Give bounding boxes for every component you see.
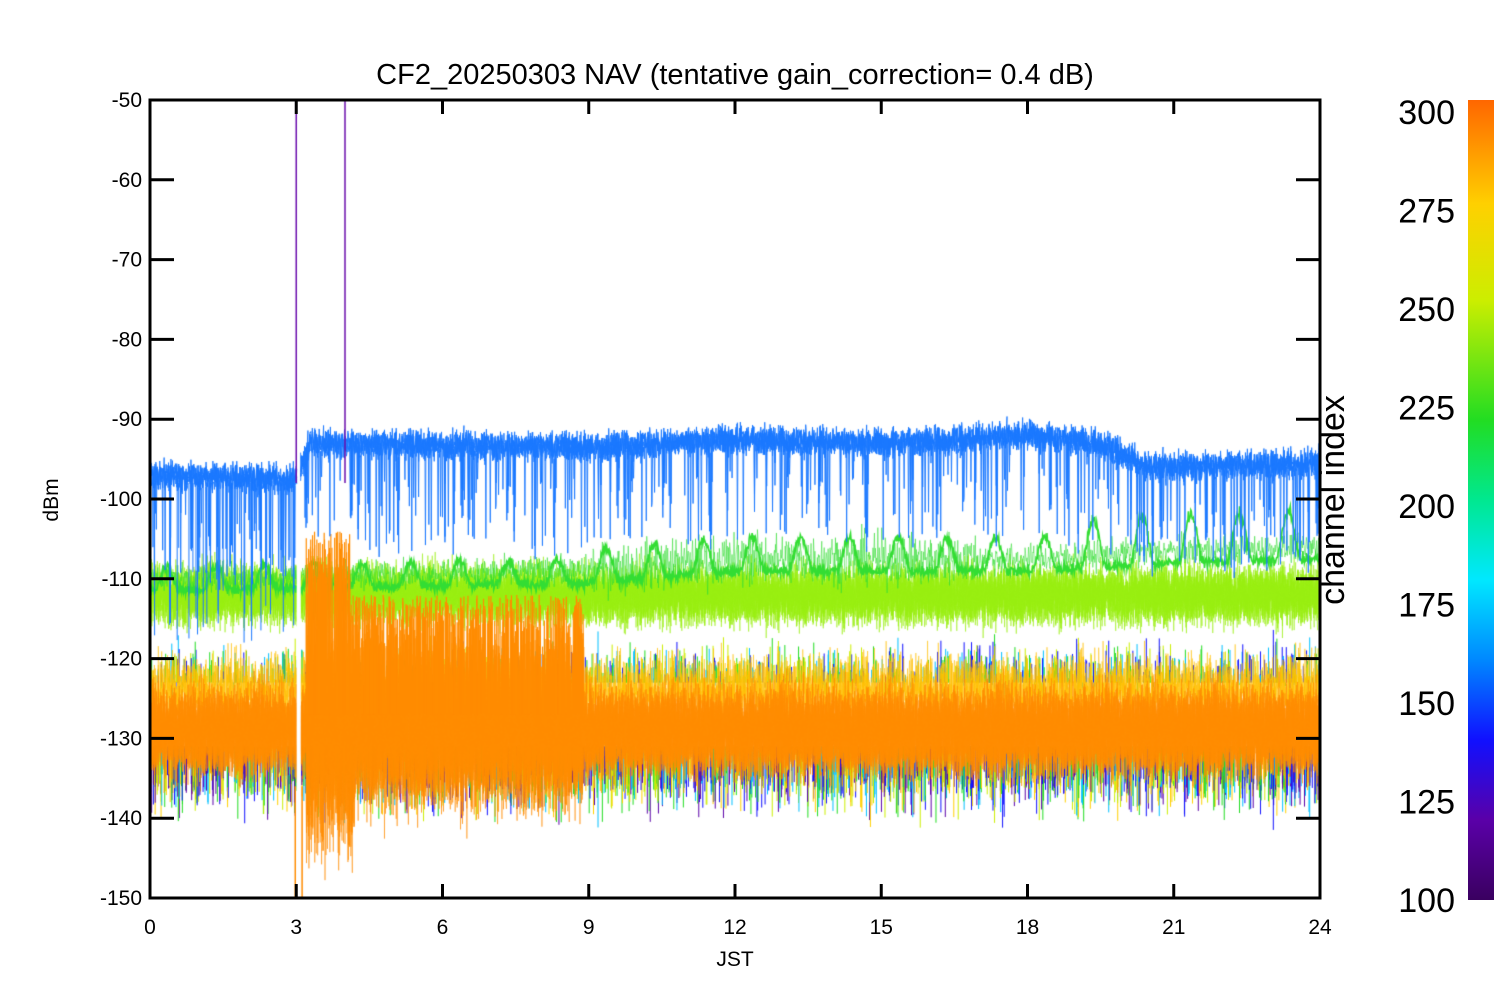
x-tick-label: 24 [1308, 916, 1332, 939]
colorbar-tick-label: 250 [1398, 291, 1455, 329]
y-tick-label: -120 [100, 648, 142, 671]
colorbar-tick-label: 150 [1398, 685, 1455, 723]
x-tick-label: 0 [144, 916, 156, 939]
y-tick-label: -130 [100, 727, 142, 750]
y-tick-label: -110 [102, 568, 142, 591]
chart-title: CF2_20250303 NAV (tentative gain_correct… [376, 59, 1094, 91]
x-axis: 0 3 6 9 12 15 18 21 24 [144, 100, 1332, 939]
x-tick-label: 21 [1162, 916, 1185, 939]
colorbar-tick-label: 200 [1398, 488, 1455, 526]
y-tick-label: -80 [112, 328, 142, 351]
x-tick-label: 15 [870, 916, 893, 939]
y-tick-label: -60 [112, 169, 142, 192]
colorbar-tick-label: 300 [1398, 94, 1455, 132]
colorbar-tick-label: 225 [1398, 390, 1455, 428]
plot-frame [148, 98, 1322, 900]
colorbar-tick-label: 275 [1398, 193, 1455, 231]
y-tick-label: -90 [112, 408, 142, 431]
y-tick-label: -140 [100, 807, 142, 830]
plot-data-canvas [150, 100, 1320, 898]
colorbar-tick-label: 125 [1398, 784, 1455, 822]
y-tick-label: -150 [100, 887, 142, 910]
x-tick-label: 6 [437, 916, 449, 939]
colorbar-gradient [1468, 100, 1494, 900]
colorbar-tick-label: 100 [1398, 882, 1455, 920]
colorbar-label: channel index [1314, 395, 1352, 605]
y-tick-label: -100 [100, 488, 142, 511]
x-axis-label: JST [716, 948, 754, 971]
y-tick-label: -50 [112, 89, 142, 112]
colorbar: 100 125 150 175 200 225 250 275 300 channel inde… [1314, 94, 1494, 920]
colorbar-tick-label: 175 [1398, 587, 1455, 625]
x-tick-label: 18 [1016, 916, 1039, 939]
x-tick-label: 12 [723, 916, 746, 939]
y-tick-label: -70 [112, 249, 142, 272]
x-tick-label: 3 [290, 916, 302, 939]
y-axis: -50 -60 -70 -80 -90 -100 -110 -120 -130 -140 -150 [100, 89, 1320, 910]
y-axis-label: dBm [40, 478, 63, 521]
x-tick-label: 9 [583, 916, 595, 939]
